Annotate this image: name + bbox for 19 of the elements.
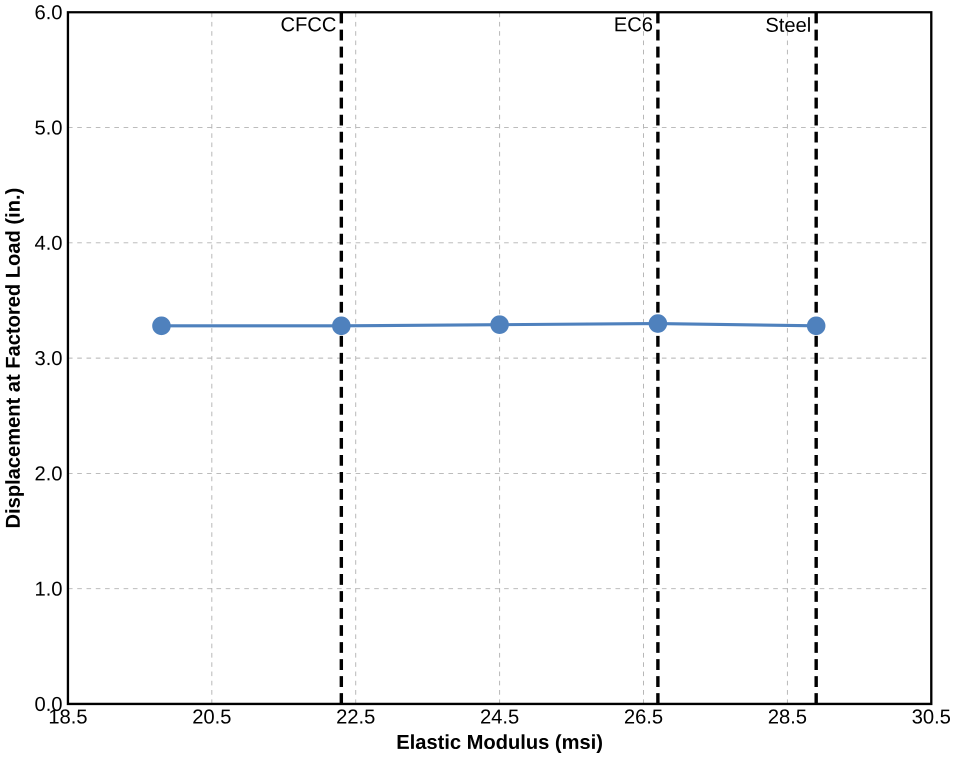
x-tick-label: 24.5 [481,709,518,724]
x-tick-label: 22.5 [337,709,374,724]
ref-line-label: Steel [766,17,810,32]
ref-line-label: EC6 [615,17,652,32]
y-tick-label: 1.0 [36,581,62,596]
x-tick-label: 26.5 [624,709,662,724]
x-tick-label: 30.5 [912,709,950,724]
y-tick-label: 5.0 [35,120,62,135]
y-tick-label: 4.0 [34,236,62,250]
y-tick-label: 3.0 [35,350,62,366]
x-tick-label: 20.5 [193,709,231,724]
x-axis-title: Elastic Modulus (msi) [398,734,602,753]
y-axis-title: Displacement at Factored Load (in.) [5,188,24,528]
x-tick-label: 18.5 [50,709,87,724]
y-tick-label: 6.0 [36,5,62,20]
x-tick-label: 28.5 [768,709,806,724]
y-tick-label: 2.0 [36,466,62,480]
ref-line-label: CFCC [282,17,336,32]
y-tick-label: 0.0 [35,696,62,711]
